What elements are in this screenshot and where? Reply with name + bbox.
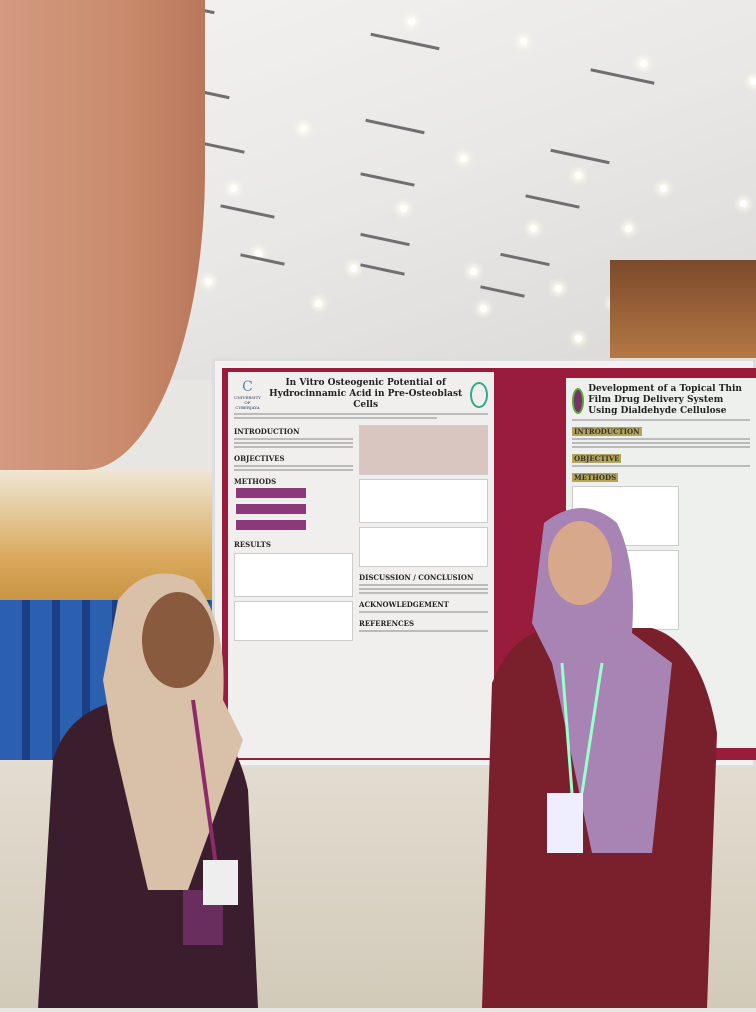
ceiling-light [530, 225, 537, 232]
university-logo: C UNIVERSITY OF CYBERJAYA [234, 379, 261, 410]
ceiling-light [400, 205, 407, 212]
line-chart-figure [234, 553, 354, 597]
university-logo [572, 387, 585, 414]
person-left [28, 560, 264, 1008]
ceiling-light [460, 155, 467, 162]
ceiling-light [350, 265, 357, 272]
bar-chart-figure [359, 479, 488, 523]
ceiling-vent [590, 68, 655, 85]
ceiling-vent [370, 32, 440, 51]
ceiling-light [640, 60, 647, 67]
poster-title: In Vitro Osteogenic Potential of Hydroci… [269, 378, 463, 410]
poster-left: C UNIVERSITY OF CYBERJAYA In Vitro Osteog… [228, 372, 494, 758]
section-heading: DISCUSSION / CONCLUSION [359, 573, 474, 582]
ceiling-light [205, 278, 212, 285]
cell-image-table [359, 425, 488, 475]
curved-wood-wall [0, 0, 205, 470]
ceiling-vent [360, 172, 415, 187]
ceiling-vent [240, 253, 285, 266]
ceiling-light [520, 38, 527, 45]
person-right [482, 503, 722, 1008]
section-heading: INTRODUCTION [234, 427, 300, 436]
ceiling-vent [500, 252, 550, 267]
section-heading: RESULTS [234, 540, 271, 549]
ceiling-light [660, 185, 667, 192]
ceiling-vent [220, 204, 275, 219]
ceiling-light [625, 225, 632, 232]
ceiling-light [480, 305, 487, 312]
ceiling-vent [480, 285, 525, 298]
logo-text: UNIVERSITY OF CYBERJAYA [234, 395, 261, 410]
ceiling-light [740, 200, 747, 207]
ceiling-vent [360, 232, 410, 247]
conference-logo [470, 381, 488, 408]
ceiling-light [575, 335, 582, 342]
section-heading: REFERENCES [359, 619, 415, 628]
ceiling-vent [360, 263, 405, 276]
ceiling-light [555, 285, 562, 292]
ceiling-light [470, 268, 477, 275]
section-heading: METHODS [234, 477, 277, 486]
poster-title: Development of a Topical Thin Film Drug … [588, 384, 742, 416]
section-heading: OBJECTIVE [572, 454, 622, 463]
ceiling-light [230, 185, 237, 192]
ceiling-light [255, 250, 262, 257]
section-heading: METHODS [572, 473, 619, 482]
bar-chart-figure [234, 601, 354, 641]
ceiling-light [300, 125, 307, 132]
section-heading: ACKNOWLEDGEMENT [359, 600, 449, 609]
line-chart-figure [359, 527, 488, 567]
ceiling-light [408, 18, 415, 25]
section-heading: OBJECTIVES [234, 454, 285, 463]
ceiling-vent [365, 118, 425, 135]
ceiling-light [315, 300, 322, 307]
section-heading: INTRODUCTION [572, 427, 642, 436]
ceiling-vent [525, 194, 580, 209]
ceiling-vent [550, 148, 610, 165]
ceiling-light [575, 172, 582, 179]
ceiling-light [750, 78, 756, 85]
